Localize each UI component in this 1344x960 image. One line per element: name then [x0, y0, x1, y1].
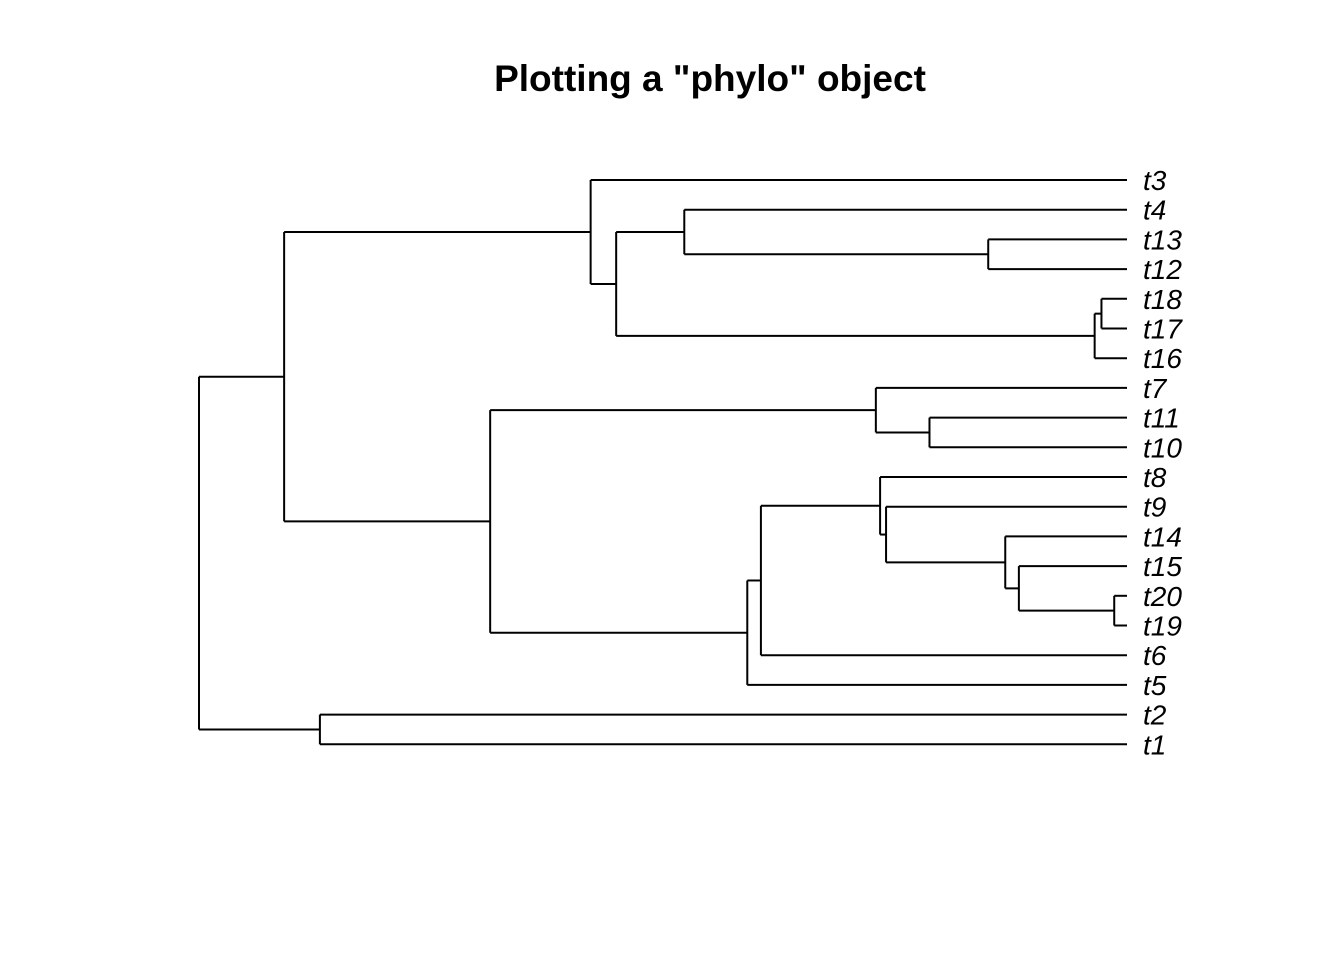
- tip-labels: t3t4t13t12t18t17t16t7t11t10t8t14t15t20t1…: [1143, 165, 1183, 760]
- tip-label-t16: t16: [1143, 343, 1182, 374]
- tip-label-t3: t3: [1143, 165, 1167, 196]
- tip-label-t15: t15: [1143, 551, 1182, 582]
- tip-label-t12: t12: [1143, 254, 1182, 285]
- tip-label-t1: t1: [1143, 729, 1166, 760]
- tip-label-t9: t9: [1143, 492, 1166, 523]
- tree-edges: [199, 180, 1127, 744]
- tip-label-t14: t14: [1143, 521, 1182, 552]
- tip-label-t13: t13: [1143, 224, 1182, 255]
- tip-label-t6: t6: [1143, 640, 1167, 671]
- tip-label-t7: t7: [1143, 373, 1168, 404]
- tip-label-t5: t5: [1143, 670, 1167, 701]
- tip-label-t4: t4: [1143, 195, 1166, 226]
- tip-label-t10: t10: [1143, 432, 1182, 463]
- tip-label-t11: t11: [1143, 403, 1180, 434]
- tip-label-t17: t17: [1143, 314, 1183, 345]
- tip-label-t2: t2: [1143, 700, 1167, 731]
- tip-label-t18: t18: [1143, 284, 1182, 315]
- tip-label-t19: t19: [1143, 611, 1182, 642]
- tip-label-t8: t8: [1143, 462, 1167, 493]
- tip-label-t20: t20: [1143, 581, 1182, 612]
